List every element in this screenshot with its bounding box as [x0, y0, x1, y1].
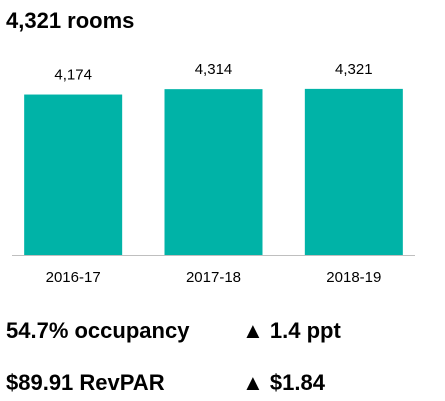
chart-title: 4,321 rooms [6, 8, 134, 33]
x-tick-label: 2016-17 [46, 269, 101, 286]
kpi-change: ▲ 1.4 ppt [242, 318, 341, 343]
value-label: 4,321 [335, 61, 373, 78]
x-tick-label: 2017-18 [186, 269, 241, 286]
bar [304, 88, 403, 255]
kpi-label: 54.7% occupancy [6, 318, 190, 343]
bar [164, 89, 263, 255]
value-label: 4,314 [195, 61, 233, 78]
kpi-change: ▲ $1.84 [242, 370, 326, 395]
bar [24, 94, 123, 255]
x-tick-label: 2018-19 [326, 269, 381, 286]
kpi-label: $89.91 RevPAR [6, 370, 165, 395]
value-label: 4,174 [54, 67, 92, 84]
